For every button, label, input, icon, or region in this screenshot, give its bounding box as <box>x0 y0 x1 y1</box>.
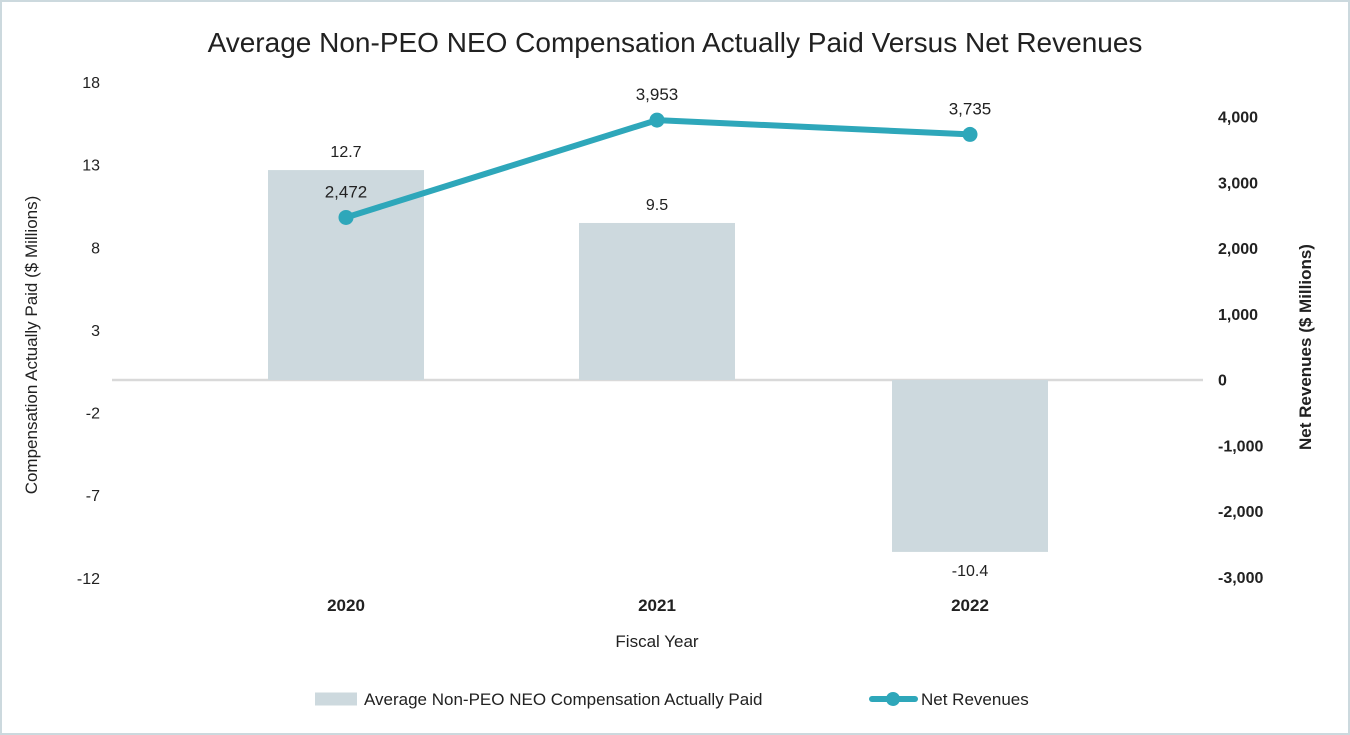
bar-2022 <box>892 380 1048 552</box>
right-axis-tick--1,000: -1,000 <box>1218 438 1263 455</box>
bar-label-2021: 9.5 <box>646 197 668 214</box>
legend-line-marker-icon <box>886 692 900 706</box>
chart-title: Average Non-PEO NEO Compensation Actuall… <box>208 27 1143 58</box>
left-axis-tick-8: 8 <box>91 240 100 257</box>
right-axis-tick-labels: 4,000 3,000 2,000 1,000 0 -1,000 -2,000 -3,000 <box>1218 110 1263 587</box>
bar-2020 <box>268 170 424 380</box>
right-axis-tick-3,000: 3,000 <box>1218 175 1258 192</box>
line-label-2021: 3,953 <box>636 85 679 104</box>
left-axis-tick--12: -12 <box>77 571 100 588</box>
line-marker-2022 <box>962 126 978 142</box>
x-axis-title: Fiscal Year <box>615 632 698 651</box>
line-marker-2021 <box>649 112 665 128</box>
line-data-labels: 2,472 3,953 3,735 <box>325 85 992 201</box>
line-label-2022: 3,735 <box>949 99 992 118</box>
line-marker-2020 <box>338 209 354 225</box>
right-axis-tick--2,000: -2,000 <box>1218 504 1263 521</box>
right-axis-tick-1,000: 1,000 <box>1218 307 1258 324</box>
right-axis-title: Net Revenues ($ Millions) <box>1296 244 1315 450</box>
left-axis-tick-18: 18 <box>82 75 100 92</box>
x-axis-category-labels: 2020 2021 2022 <box>327 596 989 615</box>
line-series <box>338 112 978 225</box>
right-axis-tick-2,000: 2,000 <box>1218 241 1258 258</box>
left-axis-tick-labels: 18 13 8 3 -2 -7 -12 <box>77 75 100 588</box>
bar-label-2020: 12.7 <box>330 144 361 161</box>
x-tick-label-2020: 2020 <box>327 596 365 615</box>
x-tick-label-2021: 2021 <box>638 596 676 615</box>
legend: Average Non-PEO NEO Compensation Actuall… <box>315 690 1029 709</box>
left-axis-tick-3: 3 <box>91 323 100 340</box>
bar-label-2022: -10.4 <box>952 563 989 580</box>
right-axis-tick-4,000: 4,000 <box>1218 110 1258 127</box>
right-axis-tick--3,000: -3,000 <box>1218 570 1263 587</box>
legend-bar-swatch <box>315 692 357 706</box>
bar-data-labels: 12.7 9.5 -10.4 <box>330 144 988 580</box>
right-axis-tick-0: 0 <box>1218 373 1227 390</box>
x-tick-label-2022: 2022 <box>951 596 989 615</box>
legend-bar-label: Average Non-PEO NEO Compensation Actuall… <box>364 690 762 709</box>
bar-2021 <box>579 222 735 380</box>
line-label-2020: 2,472 <box>325 182 368 201</box>
bar-series <box>268 170 1048 552</box>
left-axis-title: Compensation Actually Paid ($ Millions) <box>22 196 41 495</box>
legend-line-label: Net Revenues <box>921 690 1029 709</box>
left-axis-tick--2: -2 <box>86 406 100 423</box>
left-axis-tick--7: -7 <box>86 488 100 505</box>
left-axis-tick-13: 13 <box>82 158 100 175</box>
